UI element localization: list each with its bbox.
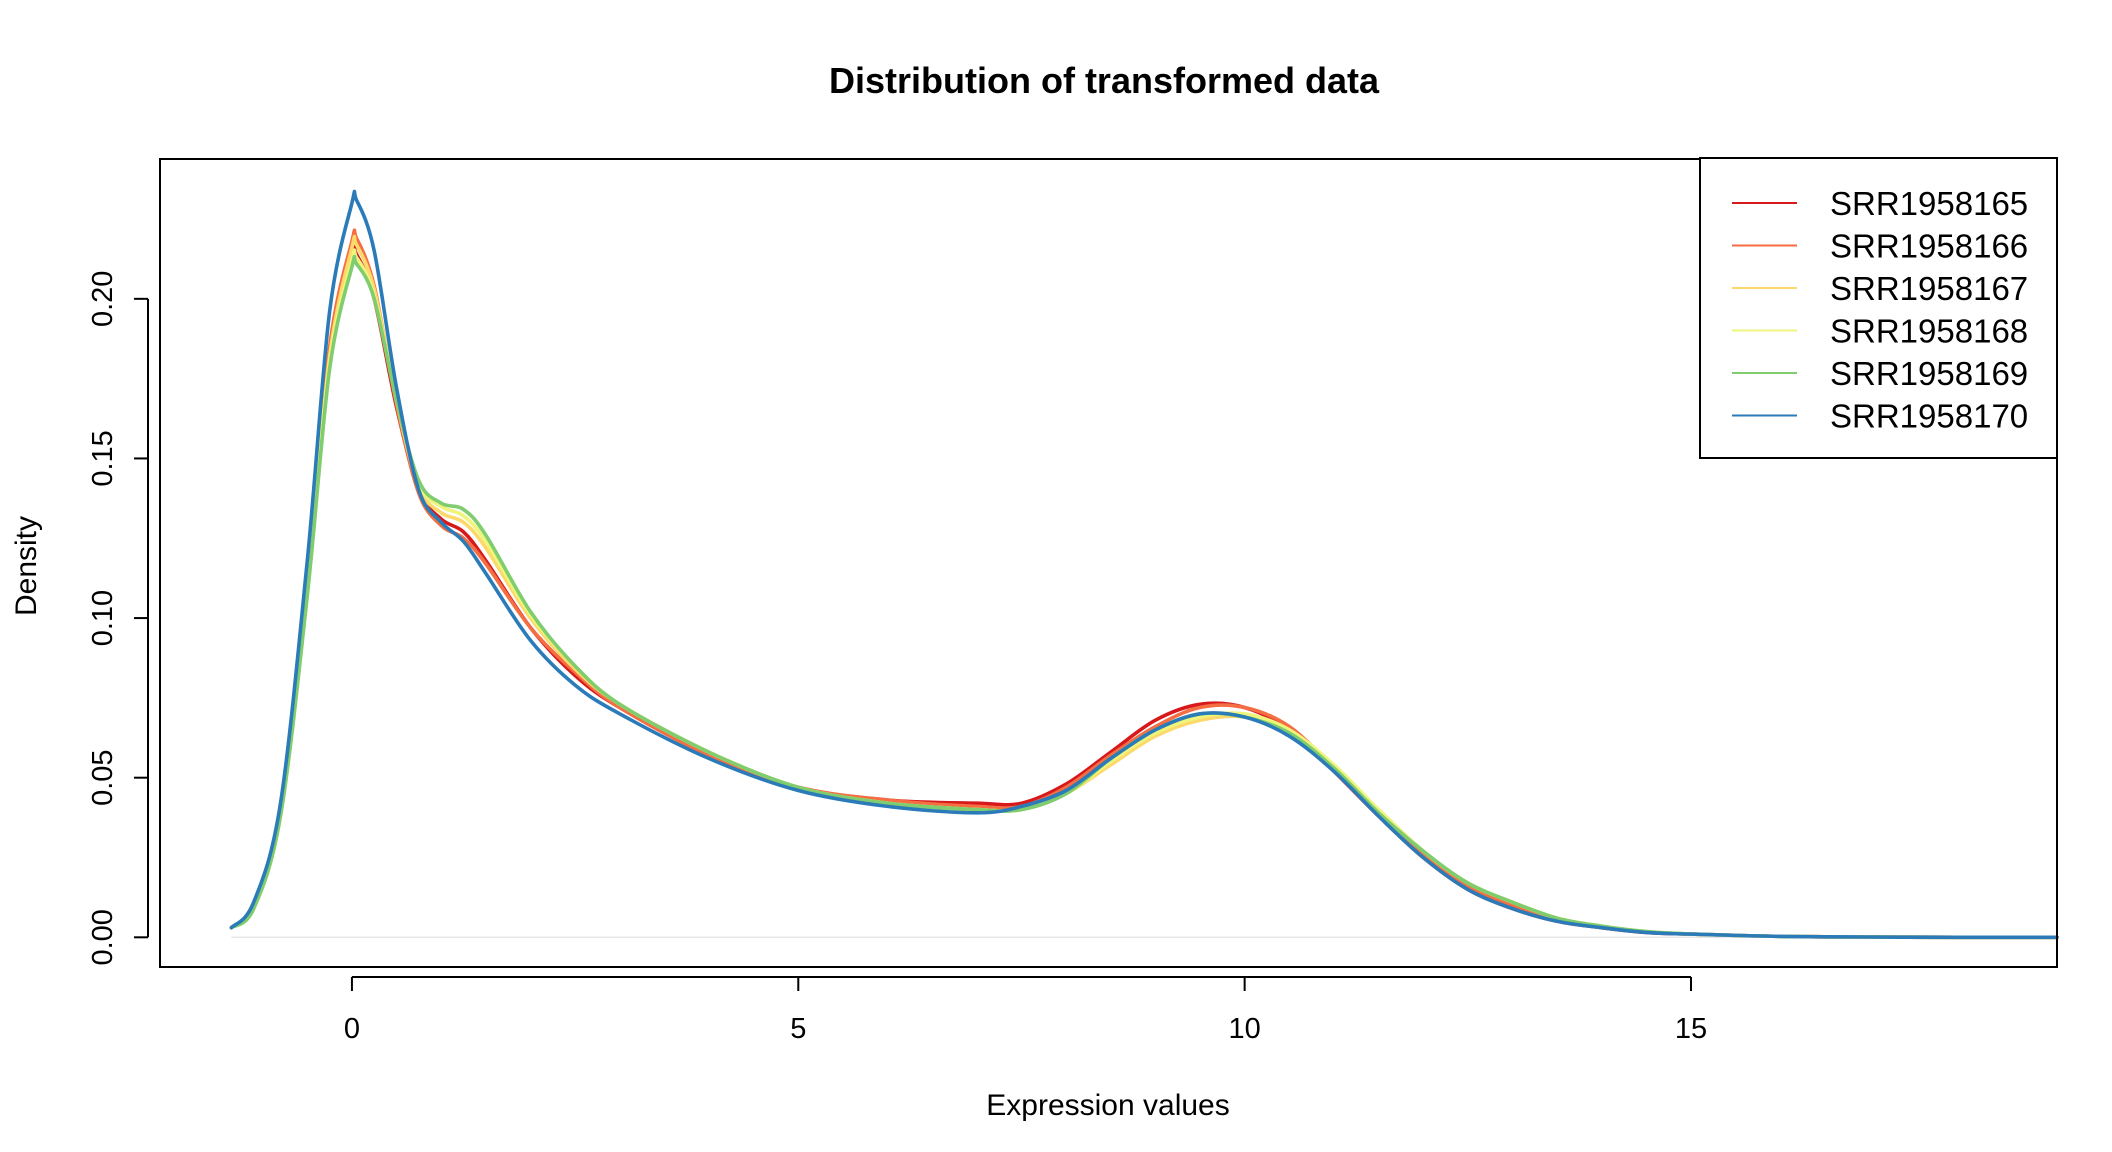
legend-label: SRR1958166: [1830, 228, 2028, 265]
legend-label: SRR1958167: [1830, 270, 2028, 307]
x-tick-label: 5: [790, 1013, 806, 1045]
legend-label: SRR1958168: [1830, 313, 2028, 350]
legend-label: SRR1958170: [1830, 398, 2028, 435]
x-tick-label: 0: [344, 1013, 360, 1045]
legend-label: SRR1958169: [1830, 355, 2028, 392]
y-tick-label: 0.00: [87, 909, 119, 965]
legend-box: [1699, 157, 2058, 459]
plot-frame: [159, 158, 2058, 968]
y-axis-label: Density: [10, 516, 43, 616]
series-line-SRR1958169: [229, 254, 2059, 940]
y-tick-label: 0.10: [87, 590, 119, 646]
x-tick-label: 15: [1675, 1013, 1707, 1045]
legend-label: SRR1958165: [1830, 185, 2028, 222]
y-axis: 0.00 0.05 0.10 0.15 0.20: [87, 271, 149, 966]
x-axis-label: Expression values: [986, 1089, 1229, 1122]
x-axis: 0 5 10 15: [344, 976, 1707, 1045]
y-tick-label: 0.05: [87, 749, 119, 805]
y-tick-label: 0.15: [87, 430, 119, 486]
y-tick-label: 0.20: [87, 271, 119, 327]
density-curves: [229, 189, 2059, 940]
chart-title: Distribution of transformed data: [829, 60, 1380, 101]
legend: SRR1958165 SRR1958166 SRR1958167 SRR1958168…: [1699, 157, 2058, 459]
x-tick-label: 10: [1229, 1013, 1261, 1045]
series-line-SRR1958170: [229, 189, 2059, 940]
